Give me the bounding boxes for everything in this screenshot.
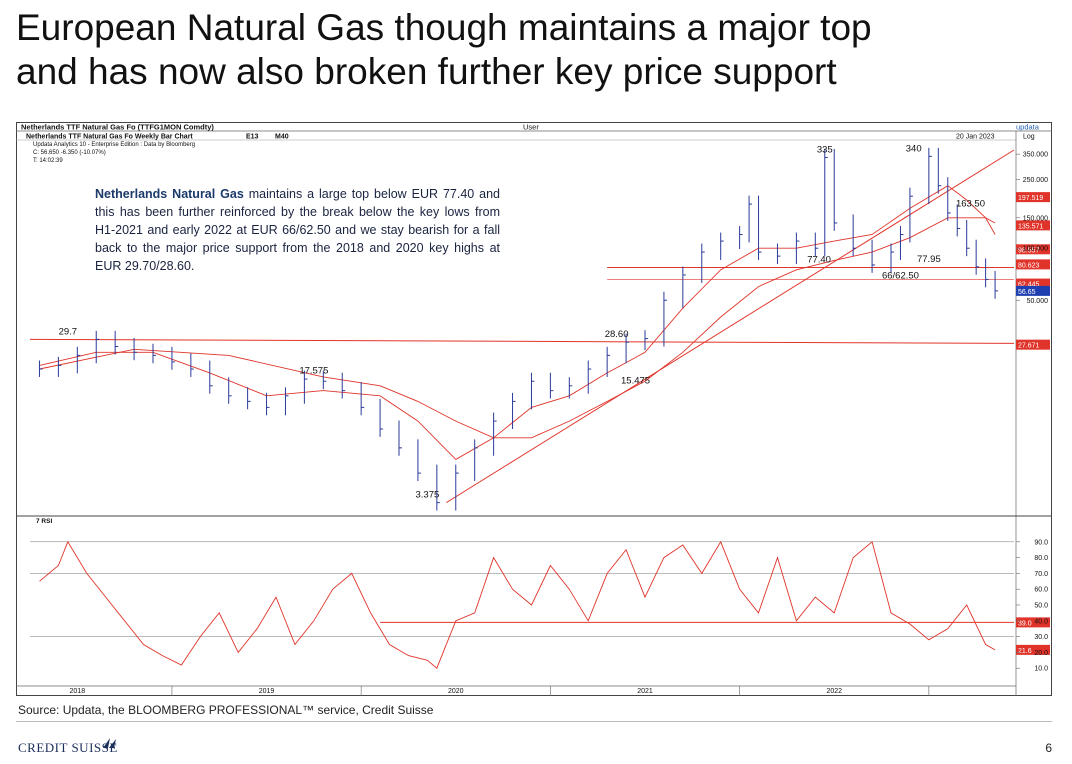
time-tick-label: 2022 (826, 688, 842, 695)
value-tag-text: 56.65 (1018, 289, 1036, 296)
price-annotation: 163.50 (956, 198, 985, 209)
updata-brand: updata (1016, 123, 1040, 132)
commentary-text: Netherlands Natural Gas maintains a larg… (95, 185, 500, 275)
value-tag-text: 27.671 (1018, 343, 1040, 350)
title-line-1: European Natural Gas though maintains a … (16, 7, 872, 48)
rsi-panel: 39.0 21.6 (30, 540, 1050, 669)
value-tag-text: 80.623 (1018, 262, 1040, 269)
price-and-rsi-chart: Netherlands TTF Natural Gas Fo (TTFG1MON… (16, 122, 1052, 696)
price-tick-label: 250.000 (1023, 177, 1048, 184)
price-annotation: 29.7 (59, 326, 78, 337)
slide-title: European Natural Gas though maintains a … (16, 6, 1056, 94)
price-annotation: 77.40 (807, 254, 831, 265)
price-annotation: 340 (906, 143, 922, 154)
security-label: Netherlands TTF Natural Gas Fo (TTFG1MON… (21, 123, 214, 132)
rsi-value-tag (1016, 644, 1050, 655)
value-tag (1016, 192, 1050, 203)
rsi-value-tag (1016, 617, 1050, 628)
close-label: C: 56.650 -6.350 (-10.07%) (33, 150, 106, 156)
price-annotation: 3.375 (415, 490, 439, 501)
value-tag (1016, 285, 1050, 296)
rsi-tick-label: 70.0 (1034, 571, 1048, 578)
time-tick-label: 2018 (70, 688, 86, 695)
time-tick-label: 2021 (637, 688, 653, 695)
price-annotation: 66/62.50 (882, 271, 919, 282)
rsi-tick-label: 90.0 (1034, 539, 1048, 546)
trendline (446, 149, 1015, 504)
rsi-tick-label: 30.0 (1034, 634, 1048, 641)
scale-label: Log (1023, 134, 1035, 141)
ma1-label: E13 (246, 134, 259, 141)
price-annotation: 28.60 (605, 329, 629, 340)
page-number: 6 (1045, 741, 1052, 755)
rsi-value-tag-text: 39.0 (1018, 620, 1032, 627)
value-tag (1016, 220, 1050, 231)
rsi-tick-label: 10.0 (1034, 666, 1048, 673)
edition-label: Updata Analytics 10 - Enterprise Edition… (33, 142, 195, 148)
price-annotation: 15.475 (621, 375, 650, 386)
price-tick-label: 100.000 (1023, 246, 1048, 253)
value-tag (1016, 259, 1050, 270)
time-tick-label: 2020 (448, 688, 464, 695)
value-tag (1016, 278, 1050, 289)
support-line (29, 338, 1015, 344)
value-tag-text: 135.571 (1018, 223, 1043, 230)
rsi-tick-label: 80.0 (1034, 555, 1048, 562)
time-label: T: 14:02:39 (33, 158, 63, 164)
rsi-value-tag-text: 21.6 (1018, 648, 1032, 655)
title-line-2: and has now also broken further key pric… (16, 51, 837, 92)
sails-icon (103, 738, 116, 748)
axes: 350.000 250.000 150.000 100.000 50.000 2018 20… (70, 152, 1049, 696)
rsi-label: 7 RSI (36, 518, 52, 525)
price-panel: 29.7 17.575 3.375 28.60 15.475 335 340 77.40 77.… (29, 143, 1050, 511)
logo-text: CREDIT SUISSE (18, 740, 118, 755)
value-tag-text: 197.519 (1018, 195, 1043, 202)
date-label: 20 Jan 2023 (956, 134, 995, 141)
price-annotation: 335 (817, 144, 833, 155)
source-note: Source: Updata, the BLOOMBERG PROFESSION… (18, 703, 434, 717)
price-tick-label: 50.000 (1027, 298, 1049, 305)
price-annotation: 17.575 (299, 366, 328, 377)
rsi-line (39, 540, 996, 669)
chart-name-label: Netherlands TTF Natural Gas Fo Weekly Ba… (26, 134, 193, 141)
value-tag-text: 98.557 (1018, 247, 1040, 254)
value-tag (1016, 244, 1050, 255)
user-label: User (523, 123, 539, 132)
footer-rule (16, 721, 1052, 722)
rsi-tick-label: 60.0 (1034, 587, 1048, 594)
price-tick-label: 350.000 (1023, 152, 1048, 159)
price-tick-label: 150.000 (1023, 215, 1048, 222)
chart-panel: Netherlands TTF Natural Gas Fo (TTFG1MON… (16, 122, 1052, 696)
commentary-bold: Netherlands Natural Gas (95, 187, 244, 201)
commentary-body: maintains a large top below EUR 77.40 an… (95, 187, 501, 273)
ma2-label: M40 (275, 134, 289, 141)
rsi-tick-label: 40.0 (1034, 618, 1048, 625)
rsi-tick-label: 50.0 (1034, 603, 1048, 610)
rsi-tick-label: 20.0 (1034, 650, 1048, 657)
time-tick-label: 2019 (259, 688, 275, 695)
value-tag-text: 62.445 (1018, 282, 1040, 289)
value-tag (1016, 339, 1050, 350)
price-annotation: 77.95 (917, 254, 941, 265)
